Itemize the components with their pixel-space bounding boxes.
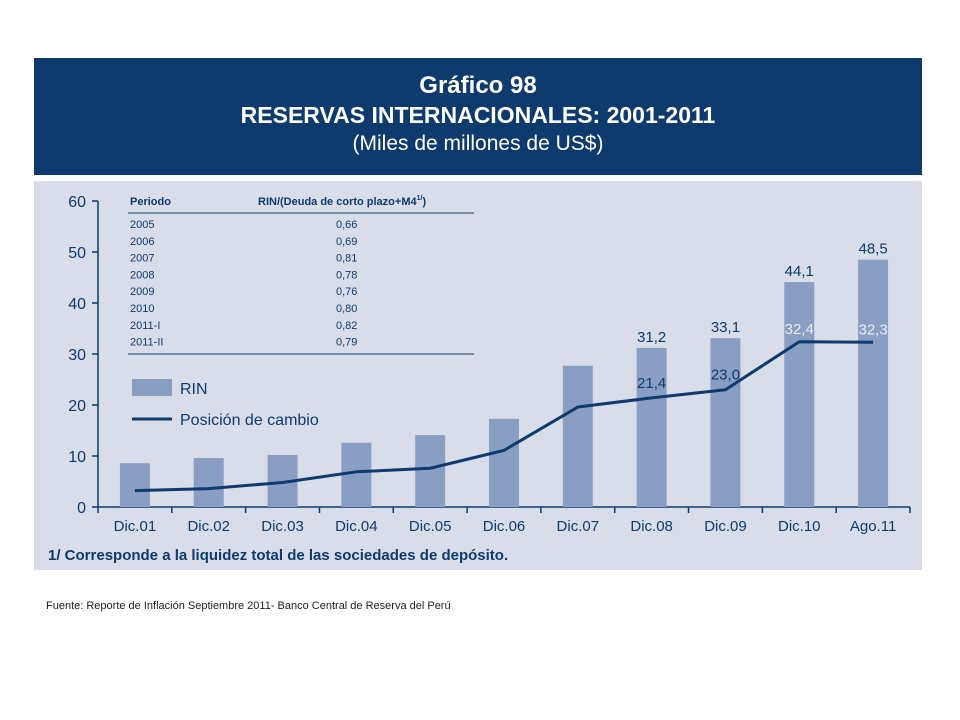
- table-header-ratio-close: ): [422, 196, 426, 208]
- bar-rin: [415, 435, 446, 507]
- x-tick-label: Dic.03: [261, 518, 304, 535]
- x-tick-label: Dic.08: [630, 518, 673, 535]
- x-tick-label: Dic.09: [704, 518, 747, 535]
- x-tick-label: Ago.11: [850, 518, 896, 535]
- table-cell-ratio: 0,79: [336, 337, 357, 349]
- x-ticks: Dic.01 Dic.02 Dic.03 Dic.04 Dic.05 Dic.06 Dic.…: [97, 507, 911, 535]
- bar-data-label: 44,1: [785, 263, 814, 280]
- legend-label-rin: RIN: [180, 381, 208, 398]
- legend-label-line: Posición de cambio: [180, 412, 319, 429]
- table-cell-period: 2009: [130, 286, 154, 298]
- table-header-ratio-text: RIN/(Deuda de corto plazo+M4: [258, 196, 417, 208]
- line-data-label: 23,0: [711, 367, 740, 384]
- x-tick-label: Dic.02: [187, 518, 230, 535]
- chart-units: (Miles de millones de US$): [352, 132, 604, 155]
- bar-rin: [710, 338, 741, 507]
- chart-area: 0 10 20 30 40 50 60 Dic.01 Dic.02 Dic.03 Dic.04 Di…: [34, 181, 922, 570]
- table-header-ratio: RIN/(Deuda de corto plazo+M41/): [258, 195, 426, 208]
- legend-swatch-rin: [132, 379, 172, 396]
- source-note: Fuente: Reporte de Inflación Septiembre …: [46, 600, 451, 612]
- table-cell-period: 2010: [130, 303, 154, 315]
- line-data-label: 21,4: [637, 375, 666, 392]
- x-tick-label: Dic.04: [335, 518, 378, 535]
- y-tick-label: 30: [68, 347, 86, 364]
- bar-rin: [784, 282, 815, 507]
- bar-rin: [562, 365, 593, 507]
- table-cell-ratio: 0,82: [336, 320, 357, 332]
- table-cell-period: 2008: [130, 269, 154, 281]
- y-ticks: 0 10 20 30 40 50 60: [68, 194, 98, 517]
- table-cell-ratio: 0,76: [336, 286, 357, 298]
- bar-rin: [489, 418, 519, 507]
- x-tick-label: Dic.05: [409, 518, 452, 535]
- table-cell-period: 2011-I: [130, 320, 160, 332]
- table-cell-ratio: 0,78: [336, 269, 357, 281]
- x-tick-label: Dic.07: [557, 518, 600, 535]
- y-tick-label: 20: [68, 398, 86, 415]
- table-cell-ratio: 0,69: [336, 236, 357, 248]
- y-tick-label: 10: [68, 449, 86, 466]
- inset-table: Periodo RIN/(Deuda de corto plazo+M41/) …: [128, 195, 474, 355]
- table-cell-period: 2007: [130, 253, 154, 265]
- bar-rin: [636, 347, 667, 507]
- y-tick-label: 40: [68, 296, 86, 313]
- bar-rin: [119, 463, 150, 507]
- bars-group: [119, 259, 889, 507]
- table-header-period: Periodo: [130, 196, 171, 208]
- line-data-label: 32,4: [785, 321, 814, 338]
- table-cell-ratio: 0,80: [336, 303, 357, 315]
- table-cell-period: 2005: [130, 219, 154, 231]
- bar-data-label: 33,1: [711, 319, 740, 336]
- table-rows: 2005 0,66 2006 0,69 2007 0,81 2008 0,78 2009 0,76…: [130, 219, 357, 349]
- table-cell-ratio: 0,81: [336, 253, 357, 265]
- line-group: [134, 340, 874, 493]
- table-header-ratio-sup: 1/: [417, 195, 423, 202]
- chart-footnote: 1/ Corresponde a la liquidez total de la…: [48, 547, 508, 564]
- chart-subtitle: RESERVAS INTERNACIONALES: 2001-2011: [240, 102, 716, 128]
- x-tick-label: Dic.06: [483, 518, 526, 535]
- chart-title: Gráfico 98: [419, 72, 537, 99]
- line-data-label: 32,3: [858, 321, 887, 338]
- bar-rin: [341, 442, 372, 507]
- x-tick-label: Dic.10: [778, 518, 821, 535]
- bar-rin: [193, 458, 224, 507]
- chart-header: Gráfico 98 RESERVAS INTERNACIONALES: 200…: [34, 58, 922, 175]
- x-tick-label: Dic.01: [114, 518, 157, 535]
- bar-data-label: 31,2: [637, 329, 666, 346]
- y-tick-label: 0: [77, 500, 86, 517]
- bar-data-label: 48,5: [858, 241, 887, 258]
- y-tick-label: 50: [68, 245, 86, 262]
- table-cell-period: 2011-II: [130, 337, 163, 349]
- data-labels: 31,2 33,1 44,1 48,5 21,4 23,0 32,4 32,3: [637, 241, 888, 392]
- y-tick-label: 60: [68, 194, 86, 211]
- table-cell-period: 2006: [130, 236, 154, 248]
- bar-rin: [858, 259, 889, 507]
- legend: RIN Posición de cambio: [132, 379, 319, 429]
- table-cell-ratio: 0,66: [336, 219, 357, 231]
- line-posicion-cambio: [134, 340, 874, 493]
